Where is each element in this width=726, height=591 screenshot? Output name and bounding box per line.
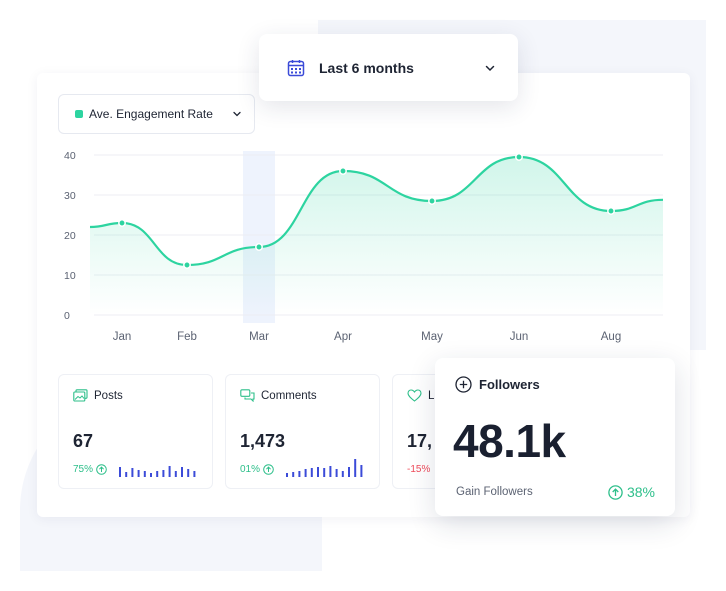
spark-bar xyxy=(187,469,190,477)
heart-icon xyxy=(407,389,422,402)
stat-card-posts[interactable]: Posts 67 75% xyxy=(58,374,213,489)
x-tick-label: Jun xyxy=(510,331,529,343)
y-tick-label: 10 xyxy=(64,270,76,282)
series-color-swatch xyxy=(75,110,83,118)
data-point xyxy=(607,207,615,215)
spark-bar xyxy=(125,472,128,477)
stat-value: 1,473 xyxy=(240,431,286,451)
spark-bar xyxy=(286,473,288,477)
chevron-down-icon xyxy=(484,62,496,74)
data-point xyxy=(255,243,263,251)
spark-bar xyxy=(310,468,313,477)
spark-bar xyxy=(360,465,363,477)
y-tick-label: 40 xyxy=(64,150,76,162)
arrow-up-circle-icon xyxy=(96,464,107,475)
stat-value: 17, xyxy=(407,431,433,451)
followers-title: Followers xyxy=(479,377,540,392)
chat-bubbles-icon xyxy=(240,389,255,402)
metric-dropdown[interactable]: Ave. Engagement Rate xyxy=(58,94,255,134)
y-tick-label: 20 xyxy=(64,230,76,242)
calendar-icon xyxy=(287,59,305,77)
data-point xyxy=(118,219,126,227)
x-tick-label: Aug xyxy=(601,331,621,343)
spark-bar xyxy=(162,470,165,477)
date-range-dropdown[interactable]: Last 6 months xyxy=(259,34,518,101)
followers-card[interactable]: Followers 48.1k Gain Followers 38% xyxy=(435,358,675,516)
data-point xyxy=(515,153,523,161)
posts-sparkline xyxy=(119,466,196,477)
date-range-label: Last 6 months xyxy=(319,59,414,76)
spark-bar xyxy=(317,467,319,477)
chevron-down-icon xyxy=(232,109,242,119)
spark-bar xyxy=(354,459,357,477)
spark-bar xyxy=(329,466,332,477)
spark-bar xyxy=(143,471,146,477)
stat-change-value: -15% xyxy=(407,464,431,475)
spark-bar xyxy=(181,467,183,477)
data-point xyxy=(339,167,347,175)
spark-bar xyxy=(193,471,196,477)
engagement-line-chart: 0 10 20 30 40 Jan Feb Mar Apr May Jun Aug xyxy=(64,150,664,343)
stat-change: 01% xyxy=(240,464,274,475)
spark-bar xyxy=(156,471,159,477)
spark-bar xyxy=(298,471,301,477)
stat-change-value: 01% xyxy=(240,464,261,475)
followers-change: 38% xyxy=(608,484,655,500)
arrow-up-circle-icon xyxy=(263,464,274,475)
stat-label: Posts xyxy=(94,389,123,402)
data-point xyxy=(428,197,436,205)
spark-bar xyxy=(348,467,350,477)
stat-change: -15% xyxy=(407,464,430,475)
stat-change: 75% xyxy=(73,464,107,475)
stat-value: 67 xyxy=(73,431,94,451)
stat-change-value: 75% xyxy=(73,464,94,475)
spark-bar xyxy=(137,470,140,477)
spark-bar xyxy=(174,471,177,477)
arrow-up-circle-icon xyxy=(608,484,623,500)
x-tick-label: Jan xyxy=(113,331,132,343)
stat-label: Comments xyxy=(261,389,317,402)
comments-sparkline xyxy=(286,459,363,477)
spark-bar xyxy=(150,473,152,477)
gain-followers-label: Gain Followers xyxy=(456,486,533,498)
spark-bar xyxy=(304,469,307,477)
followers-count: 48.1k xyxy=(453,415,566,467)
image-stack-icon xyxy=(73,389,88,402)
spark-bar xyxy=(335,469,338,477)
stat-card-comments[interactable]: Comments 1,473 01% xyxy=(225,374,380,489)
metric-label: Ave. Engagement Rate xyxy=(89,107,213,121)
x-tick-label: Apr xyxy=(334,331,352,343)
spark-bar xyxy=(323,468,326,477)
spark-bar xyxy=(341,471,344,477)
followers-change-value: 38% xyxy=(626,484,655,500)
x-tick-label: Mar xyxy=(249,331,269,343)
data-point xyxy=(183,261,191,269)
spark-bar xyxy=(292,472,295,477)
spark-bar xyxy=(168,466,171,477)
line-area-fill xyxy=(90,157,663,315)
x-tick-label: May xyxy=(421,331,443,343)
spark-bar xyxy=(119,467,121,477)
plus-circle-icon xyxy=(455,376,472,393)
y-tick-label: 30 xyxy=(64,190,76,202)
spark-bar xyxy=(131,468,134,477)
y-tick-label: 0 xyxy=(64,310,70,322)
x-tick-label: Feb xyxy=(177,331,197,343)
